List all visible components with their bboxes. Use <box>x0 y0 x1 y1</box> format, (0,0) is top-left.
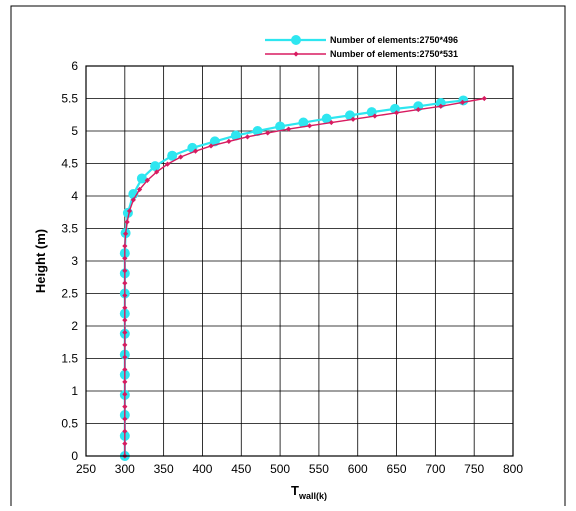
y-tick-label: 2 <box>71 319 78 333</box>
legend: Number of elements:2750*496 Number of ele… <box>265 35 458 59</box>
x-axis-label-sub: wall(k) <box>298 491 327 501</box>
data-point <box>122 231 129 237</box>
x-tick-label: 700 <box>425 462 445 476</box>
x-tick-label: 300 <box>115 462 135 476</box>
y-axis-label: Height (m) <box>33 229 48 293</box>
data-point <box>252 126 263 136</box>
data-point <box>298 117 309 128</box>
y-tick-label: 0 <box>71 449 78 463</box>
data-point <box>226 138 232 144</box>
data-point <box>459 99 466 105</box>
data-point <box>122 404 128 410</box>
y-tick-label: 5 <box>71 124 78 138</box>
data-point <box>122 280 128 286</box>
data-point <box>275 121 286 132</box>
data-point <box>415 106 421 113</box>
x-axis-label: Twall(k) <box>291 483 327 501</box>
series-2 <box>122 95 487 459</box>
data-point <box>122 354 128 360</box>
data-point <box>122 379 128 385</box>
data-point <box>167 150 178 161</box>
data-point <box>438 103 444 109</box>
data-point <box>136 186 143 193</box>
y-tick-label: 6 <box>71 59 78 73</box>
data-point <box>122 305 128 311</box>
data-point <box>122 329 128 336</box>
legend-marker <box>293 51 299 57</box>
x-tick-label: 550 <box>309 462 329 476</box>
x-tick-label: 350 <box>154 462 174 476</box>
legend-label: Number of elements:2750*531 <box>330 49 458 59</box>
data-point <box>230 130 241 141</box>
data-point <box>393 110 400 116</box>
data-point <box>122 441 128 447</box>
data-point <box>154 169 160 175</box>
data-point <box>328 119 334 126</box>
data-point <box>265 130 271 136</box>
data-point <box>122 428 128 434</box>
y-tick-label: 3 <box>71 254 78 268</box>
data-point <box>124 219 130 225</box>
plot-frame <box>85 65 514 457</box>
y-tick-label: 3.5 <box>61 222 78 236</box>
y-tick-label: 1.5 <box>61 352 78 366</box>
y-tick-label: 4 <box>71 189 78 203</box>
data-point <box>122 416 128 422</box>
x-tick-label: 800 <box>503 462 523 476</box>
data-point <box>122 243 128 249</box>
x-tick-label: 500 <box>270 462 290 476</box>
data-point <box>481 95 487 102</box>
legend-item: Number of elements:2750*496 <box>265 35 458 45</box>
legend-item: Number of elements:2750*531 <box>265 49 458 59</box>
data-point <box>130 197 136 203</box>
x-tick-label: 450 <box>231 462 251 476</box>
data-point <box>122 391 128 397</box>
data-point <box>122 255 128 261</box>
figure-border <box>10 5 566 511</box>
x-tick-label: 400 <box>192 462 212 476</box>
x-tick-label: 600 <box>348 462 368 476</box>
data-point <box>122 317 128 323</box>
data-point <box>122 342 128 348</box>
legend-marker <box>291 35 301 45</box>
data-point <box>192 148 199 154</box>
data-point <box>122 292 128 299</box>
data-point <box>306 123 313 129</box>
series-1 <box>119 95 469 461</box>
x-tick-label: 250 <box>76 462 96 476</box>
data-point <box>321 113 332 124</box>
y-tick-label: 1 <box>71 384 78 398</box>
x-tick-label: 750 <box>464 462 484 476</box>
x-axis-label-main: T <box>291 483 299 498</box>
data-point <box>122 268 128 274</box>
data-point <box>136 173 147 184</box>
y-tick-label: 2.5 <box>61 287 78 301</box>
y-tick-label: 5.5 <box>61 92 78 106</box>
data-point <box>372 113 378 119</box>
data-point <box>144 177 150 183</box>
data-point <box>164 161 171 167</box>
ticks: 250 300 350 400 450 500 550 600 650 700 750 800 0 0.5… <box>61 59 523 476</box>
legend-label: Number of elements:2750*496 <box>330 35 458 45</box>
data-point <box>208 143 214 149</box>
data-point <box>122 366 128 373</box>
data-point <box>244 134 251 140</box>
series-layer <box>119 95 487 461</box>
y-tick-label: 4.5 <box>61 157 78 171</box>
data-point <box>150 161 161 172</box>
x-tick-label: 650 <box>387 462 407 476</box>
data-point <box>350 116 356 122</box>
data-point <box>126 208 133 214</box>
data-point <box>286 126 292 132</box>
y-tick-label: 0.5 <box>61 417 78 431</box>
data-point <box>178 154 184 160</box>
